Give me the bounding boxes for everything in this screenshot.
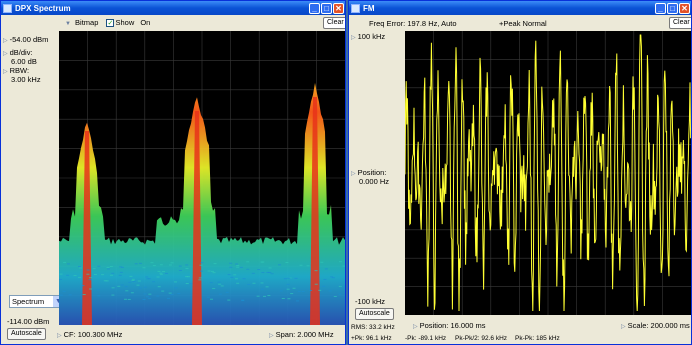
center-frequency[interactable]: ▷ CF: 100.300 MHz [57,330,123,339]
fm-trace [405,34,691,312]
rms-readout: RMS: 33.2 kHz [351,324,395,331]
close-icon[interactable]: ✕ [333,2,344,14]
ref-level[interactable]: ▷ -54.00 dBm [3,35,49,44]
minimize-icon[interactable]: _ [655,2,666,14]
dpx-spectrum-graphic [59,31,345,325]
dpx-title-bar[interactable]: DPX Spectrum _ □ ✕ [1,1,345,15]
bottom-level: -100 kHz [355,297,386,306]
checkmark-icon: ✓ [106,19,115,28]
pk-pos-readout: +Pk: 96.1 kHz [351,335,392,342]
position-value: 0.000 Hz [359,177,390,186]
minimize-icon[interactable]: _ [309,2,320,14]
maximize-icon[interactable]: □ [667,2,678,14]
clear-button[interactable]: Clear [669,17,691,29]
rbw-value: 3.00 kHz [11,75,41,84]
fm-window: FM _ □ ✕ Freq Error: 197.8 Hz, Auto +Pea… [348,0,692,345]
fm-title-bar[interactable]: FM _ □ ✕ [349,1,691,15]
fm-window-title: FM [363,3,375,13]
pk-pk-half-readout: Pk-Pk/2: 92.6 kHz [455,335,508,342]
fm-graphic [405,31,691,315]
pk-neg-readout: -Pk: -89.1 kHz [405,335,447,342]
autoscale-button[interactable]: Autoscale [355,308,394,320]
chevron-down-icon: ▼ [53,296,64,307]
spectrum-trace [59,82,345,325]
pk-pk-readout: Pk-Pk: 185 kHz [515,335,560,342]
bitmap-label: Bitmap [75,18,99,27]
view-select[interactable]: Spectrum ▼ [9,295,65,308]
show-checkbox[interactable]: ✓ Show [106,18,135,28]
rbw[interactable]: ▷ RBW: [3,66,30,75]
clear-button[interactable]: Clear [323,17,345,29]
bitmap-expand-icon[interactable]: ▼ [65,21,71,27]
position[interactable]: ▷ Position: [351,168,387,177]
dpx-spectrum-window: DPX Spectrum _ □ ✕ ▼ Bitmap ✓ Show On Cle… [0,0,346,345]
ref-level-icon: ▷ [3,38,8,44]
autoscale-button[interactable]: Autoscale [7,328,46,340]
span-icon: ▷ [269,333,274,339]
span[interactable]: ▷ Span: 2.000 MHz [269,330,334,339]
dpx-spectrum-plot[interactable] [59,31,345,325]
app-icon [3,3,12,13]
bottom-level: -114.00 dBm [7,317,50,326]
fm-plot[interactable] [405,31,691,315]
peak-mode: +Peak Normal [499,19,547,28]
cf-icon: ▷ [57,333,62,339]
top-level[interactable]: ▷ 100 kHz [351,32,386,41]
position-time-icon: ▷ [413,324,418,330]
db-div-icon: ▷ [3,51,8,57]
maximize-icon[interactable]: □ [321,2,332,14]
position-icon: ▷ [351,171,356,177]
freq-error: Freq Error: 197.8 Hz, Auto [369,19,457,28]
app-icon [351,3,360,13]
rbw-icon: ▷ [3,69,8,75]
db-div-value: 6.00 dB [11,57,37,66]
db-div[interactable]: ▷ dB/div: [3,48,33,57]
bitmap-controls: ▼ Bitmap ✓ Show On [65,18,151,28]
dpx-window-title: DPX Spectrum [15,3,71,13]
top-level-icon: ▷ [351,35,356,41]
scale[interactable]: ▷ Scale: 200.000 ms [621,321,690,330]
position-time[interactable]: ▷ Position: 16.000 ms [413,321,486,330]
scale-icon: ▷ [621,324,626,330]
close-icon[interactable]: ✕ [679,2,690,14]
on-label: On [140,18,151,27]
